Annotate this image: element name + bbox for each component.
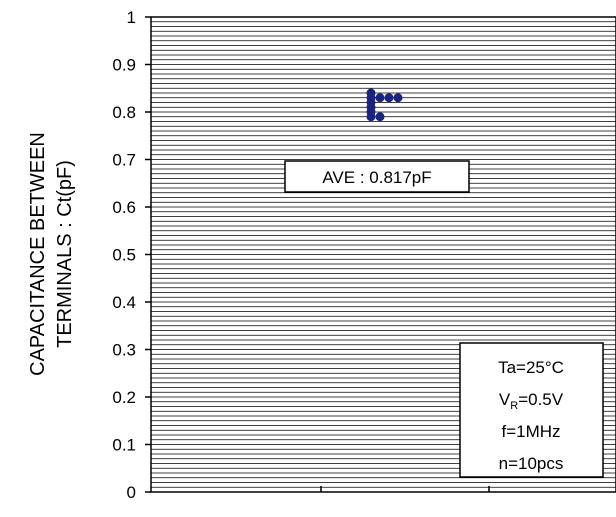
condition-samples: n=10pcs — [499, 454, 564, 473]
y-tick-label: 0.1 — [112, 436, 136, 455]
x-axis-ticks — [320, 486, 490, 492]
y-tick-label: 1 — [127, 8, 136, 27]
y-tick-label: 0.2 — [112, 388, 136, 407]
average-box — [284, 160, 470, 193]
data-points — [366, 88, 403, 122]
y-tick-label: 0.4 — [112, 293, 136, 312]
y-tick-label: 0.7 — [112, 151, 136, 170]
data-point — [366, 112, 376, 122]
y-axis-ticks: 0 0.1 0.2 0.3 0.4 0.5 0.6 0.7 0.8 0.9 1 — [112, 8, 151, 502]
condition-temperature: Ta=25°C — [498, 358, 564, 377]
condition-frequency: f=1MHz — [501, 422, 560, 441]
condition-voltage-subscript: R — [510, 400, 518, 412]
plot-frame — [150, 16, 616, 493]
data-point — [384, 93, 394, 103]
condition-voltage-value: =0.5V — [518, 390, 564, 409]
data-point — [393, 93, 403, 103]
y-tick-label: 0.9 — [112, 56, 136, 75]
y-axis-title-line-2: TERMINALS : Ct(pF) — [54, 160, 76, 348]
condition-voltage-symbol: V — [499, 390, 511, 409]
conditions-legend: Ta=25°C VR=0.5V f=1MHz n=10pcs — [459, 342, 604, 478]
y-tick-label: 0 — [127, 483, 136, 502]
condition-voltage: VR=0.5V — [499, 390, 564, 412]
y-tick-label: 0.6 — [112, 198, 136, 217]
data-point — [375, 112, 385, 122]
y-tick-label: 0.3 — [112, 341, 136, 360]
conditions-box — [459, 342, 604, 478]
data-point — [375, 93, 385, 103]
y-axis-title-line-1: CAPACITANCE BETWEEN — [27, 132, 49, 376]
y-tick-label: 0.8 — [112, 103, 136, 122]
average-label: AVE : 0.817pF — [322, 168, 431, 187]
average-annotation: AVE : 0.817pF — [284, 160, 470, 193]
y-tick-label: 0.5 — [112, 246, 136, 265]
